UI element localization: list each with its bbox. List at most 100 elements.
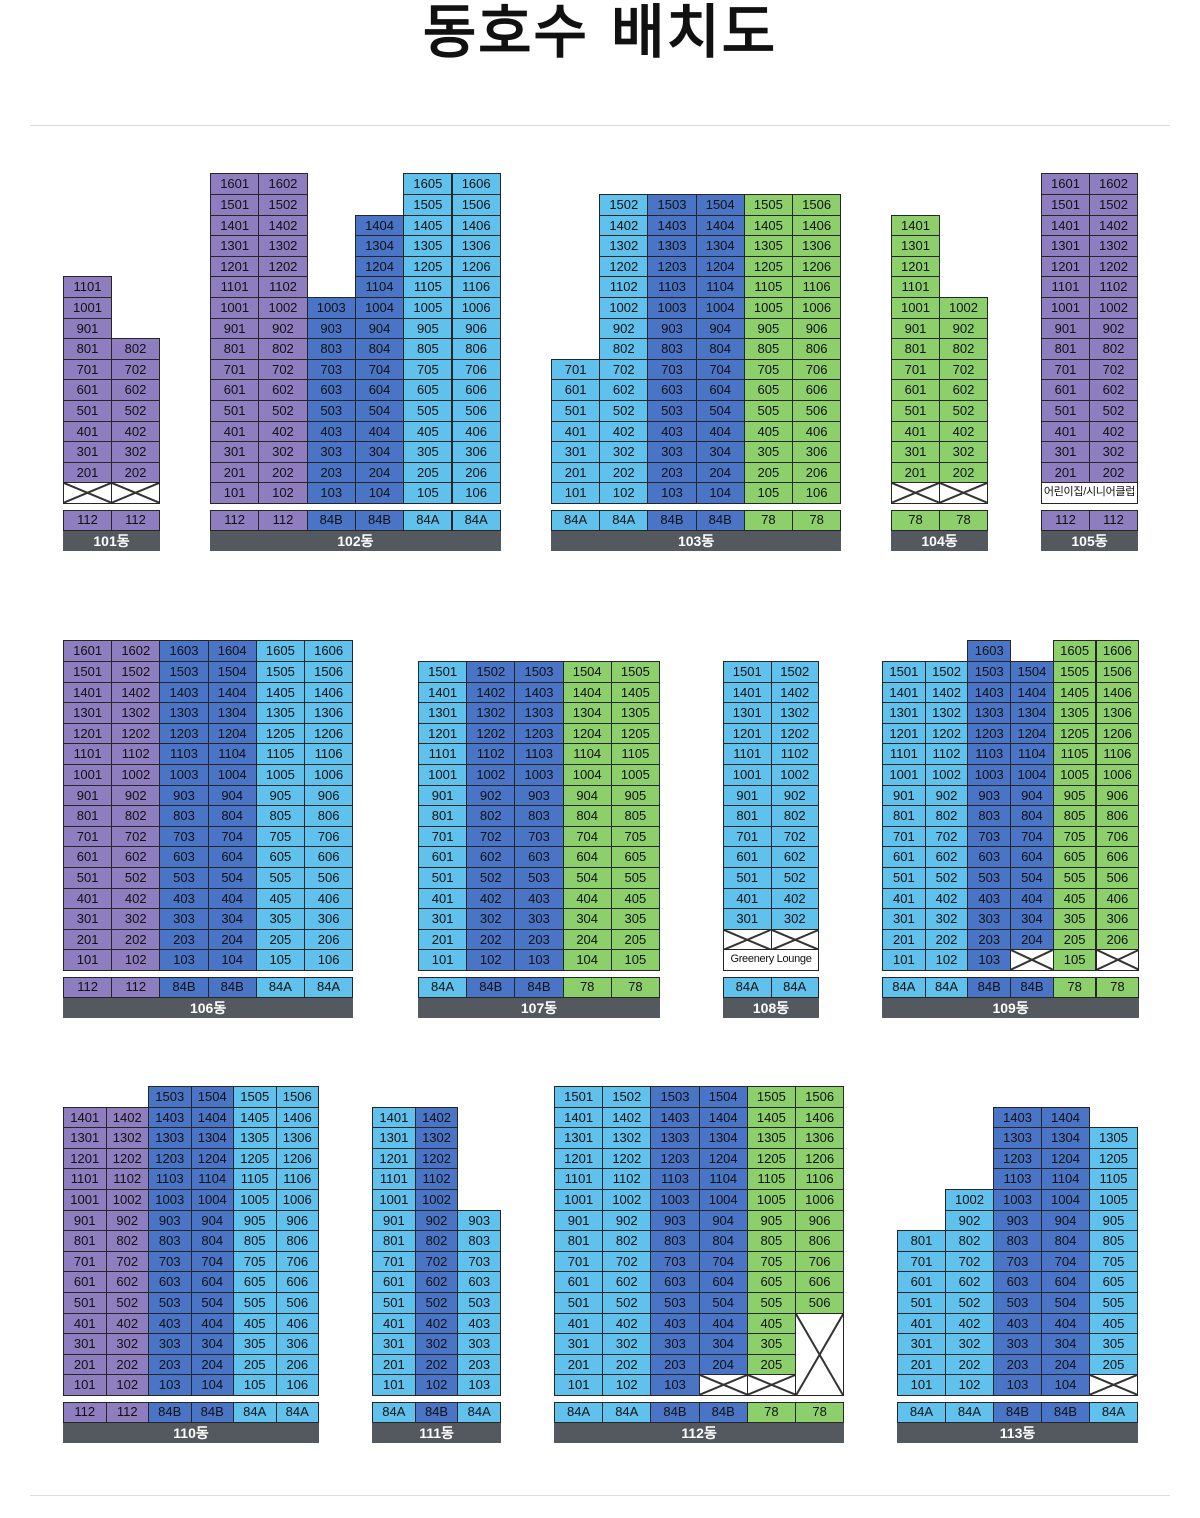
- unit-cell: 1505: [746, 1086, 796, 1108]
- empty-unit: [1089, 1374, 1138, 1396]
- unit-cell: 1402: [770, 681, 819, 704]
- unit-cell: 1006: [275, 1189, 319, 1211]
- unit-cell: 1204: [190, 1147, 234, 1170]
- unit-cell: 302: [599, 441, 649, 463]
- unit-cell: 1501: [723, 661, 772, 683]
- unit-cell: 502: [939, 400, 988, 422]
- unit-cell: 1002: [770, 764, 819, 786]
- unit-cell: 805: [403, 338, 453, 360]
- unit-cell: 1004: [698, 1189, 748, 1211]
- unit-cell: 1502: [602, 1086, 652, 1108]
- unit-cell: 902: [258, 317, 308, 340]
- unit-cell: 905: [1089, 1209, 1138, 1232]
- unit-type-cell: 84A: [1089, 1402, 1138, 1423]
- unit-cell: 1406: [795, 1106, 845, 1129]
- unit-cell: 402: [414, 1312, 459, 1335]
- unit-cell: 1602: [111, 640, 161, 662]
- unit-cell: 602: [939, 379, 988, 401]
- unit-cell: 904: [698, 1209, 748, 1232]
- unit-cell: 406: [792, 420, 842, 443]
- empty-unit: [111, 482, 160, 504]
- unit-cell: 1305: [746, 1127, 796, 1149]
- unit-cell: 1105: [1089, 1168, 1138, 1190]
- unit-cell: 905: [1052, 784, 1097, 807]
- unit-cell: 605: [746, 1271, 796, 1293]
- unit-cell: 301: [891, 441, 940, 463]
- unit-cell: 1304: [562, 702, 612, 724]
- unit-cell: 1205: [403, 255, 453, 278]
- unit-type-cell: 84B: [514, 977, 564, 998]
- unit-cell: 305: [403, 441, 453, 463]
- unit-type-cell: 78: [743, 510, 793, 531]
- unit-cell: 1105: [403, 276, 453, 298]
- unit-cell: 1304: [190, 1127, 234, 1149]
- unit-cell: 804: [190, 1230, 234, 1252]
- unit-cell: 501: [418, 867, 468, 889]
- unit-cell: 1005: [255, 764, 305, 786]
- unit-cell: 1503: [148, 1086, 192, 1108]
- unit-cell: 1106: [304, 743, 354, 765]
- unit-cell: 1203: [647, 255, 697, 278]
- unit-cell: 1205: [743, 255, 793, 278]
- unit-cell: 701: [551, 358, 601, 381]
- unit-cell: 502: [111, 867, 161, 889]
- unit-cell: 1205: [746, 1147, 796, 1170]
- unit-cell: 503: [148, 1292, 192, 1314]
- unit-type-cell: 78: [891, 510, 940, 531]
- unit-cell: 404: [695, 420, 745, 443]
- unit-cell: 1503: [967, 661, 1012, 683]
- unit-type-cell: 84B: [466, 977, 516, 998]
- unit-cell: 1101: [882, 743, 926, 765]
- unit-cell: 601: [551, 379, 601, 401]
- unit-cell: 703: [159, 825, 209, 848]
- unit-cell: 1104: [354, 276, 405, 298]
- unit-cell: 1302: [111, 702, 161, 724]
- unit-cell: 1606: [1095, 640, 1140, 662]
- unit-cell: 203: [514, 928, 564, 951]
- unit-type-cell: 84B: [650, 1402, 700, 1423]
- unit-cell: 103: [148, 1374, 192, 1396]
- unit-cell: 904: [1010, 784, 1054, 807]
- unit-cell: 1103: [148, 1168, 192, 1190]
- x-mark-icon: [1090, 1375, 1137, 1395]
- unit-cell: 504: [207, 867, 257, 889]
- unit-cell: 1102: [258, 276, 308, 298]
- unit-cell: 206: [275, 1353, 319, 1376]
- unit-cell: 603: [650, 1271, 700, 1293]
- unit-cell: 304: [562, 908, 612, 930]
- unit-cell: 1404: [207, 681, 257, 704]
- unit-cell: 801: [63, 338, 112, 360]
- unit-cell: 1201: [723, 722, 772, 745]
- unit-cell: 1205: [233, 1147, 277, 1170]
- unit-cell: 1606: [451, 173, 501, 195]
- unit-cell: 103: [457, 1374, 502, 1396]
- unit-cell: 104: [190, 1374, 234, 1396]
- unit-type-cell: 78: [1052, 977, 1097, 998]
- unit-cell: 1202: [770, 722, 819, 745]
- unit-cell: 601: [882, 846, 926, 868]
- unit-cell: 404: [1041, 1312, 1090, 1335]
- unit-cell: 903: [993, 1209, 1042, 1232]
- unit-cell: 604: [1041, 1271, 1090, 1293]
- unit-cell: 1201: [418, 722, 468, 745]
- unit-cell: 903: [148, 1209, 192, 1232]
- unit-cell: 1401: [1041, 214, 1090, 237]
- unit-cell: 706: [275, 1250, 319, 1273]
- unit-cell: 805: [1052, 805, 1097, 827]
- unit-cell: 502: [602, 1292, 652, 1314]
- unit-cell: 1403: [159, 681, 209, 704]
- unit-cell: 505: [610, 867, 660, 889]
- unit-cell: 1506: [795, 1086, 845, 1108]
- unit-cell: 705: [233, 1250, 277, 1273]
- unit-cell: 1404: [562, 681, 612, 704]
- unit-type-cell: 84B: [190, 1402, 234, 1423]
- unit-cell: 901: [418, 784, 468, 807]
- unit-cell: 302: [945, 1333, 994, 1355]
- unit-cell: 1001: [63, 764, 113, 786]
- unit-cell: 1404: [190, 1106, 234, 1129]
- unit-cell: 1003: [306, 297, 356, 319]
- unit-cell: 806: [451, 338, 501, 360]
- unit-cell: 705: [1089, 1250, 1138, 1273]
- empty-unit: [723, 928, 772, 951]
- unit-cell: 1603: [159, 640, 209, 662]
